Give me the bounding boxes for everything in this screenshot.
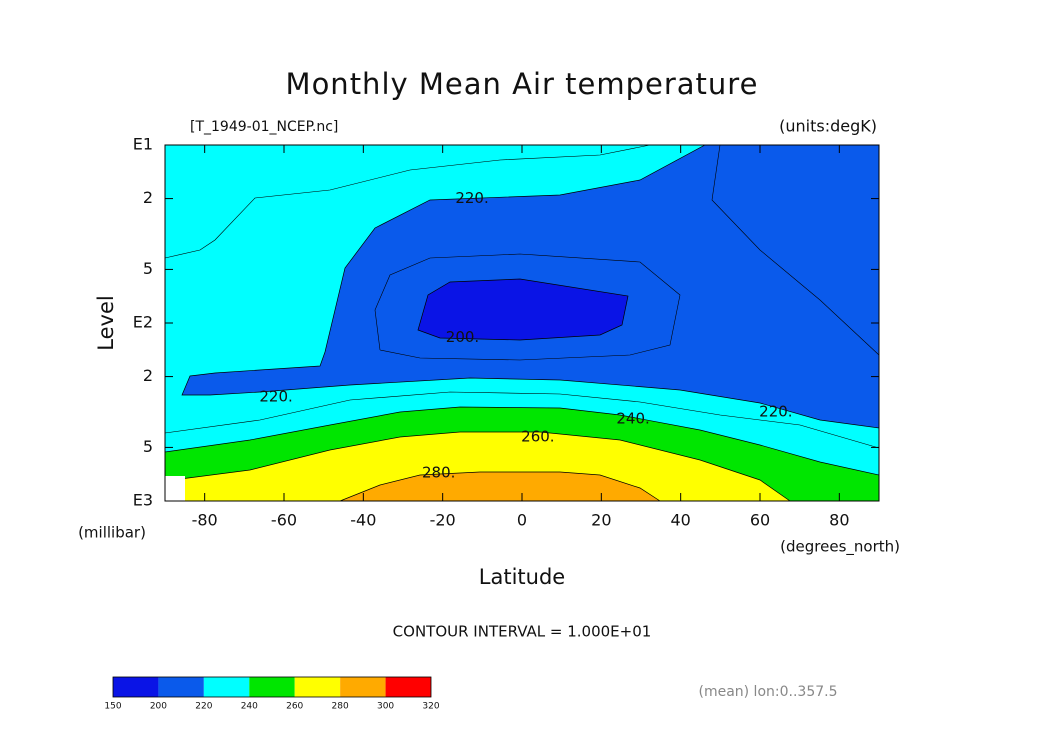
x-tick-label: 80	[829, 511, 849, 530]
colorbar-label: 220	[195, 702, 212, 712]
contour-label: 220.	[455, 189, 488, 207]
colorbar-swatch	[294, 677, 341, 697]
colorbar-label: 300	[377, 702, 394, 712]
y-tick-label: E1	[133, 135, 153, 154]
colorbar-swatch	[203, 677, 250, 697]
colorbar-swatch	[249, 677, 295, 697]
y-tick-label: 2	[143, 188, 153, 207]
contour-line	[164, 391, 880, 449]
units-label: (units:degK)	[779, 117, 877, 136]
contour-label: 260.	[521, 428, 554, 446]
y-tick-label: E3	[133, 491, 153, 510]
contour-label: 220.	[759, 402, 792, 420]
colorbar-label: 150	[104, 702, 121, 712]
colorbar-label: 240	[241, 702, 258, 712]
x-axis-title: Latitude	[479, 565, 565, 589]
colorbar-swatch	[158, 677, 204, 697]
contour-line	[711, 144, 880, 356]
y-axis-title: Level	[94, 295, 118, 350]
x-tick-label: 20	[591, 511, 611, 530]
file-label: [T_1949-01_NCEP.nc]	[190, 119, 338, 135]
contour-line	[164, 144, 651, 259]
y-tick-label: 5	[143, 259, 153, 278]
colorbar-swatch	[340, 677, 386, 697]
colorbar-label: 280	[332, 702, 349, 712]
colorbar-swatch	[385, 677, 431, 697]
colorbar-frame	[112, 676, 432, 698]
colorbar-label: 200	[150, 702, 167, 712]
x-tick-label: 60	[750, 511, 770, 530]
contour-label: 240.	[616, 409, 649, 427]
y-tick-label: E2	[133, 313, 153, 332]
x-tick-label: 0	[517, 511, 527, 530]
colorbar-swatch	[113, 677, 159, 697]
y-tick-label: 5	[143, 437, 153, 456]
x-tick-label: -60	[271, 511, 297, 530]
x-tick-label: -80	[192, 511, 218, 530]
missing-data	[165, 476, 185, 501]
x-tick-label: -20	[430, 511, 456, 530]
contour-label: 220.	[259, 388, 292, 406]
contour-fill	[417, 278, 629, 341]
colorbar-label: 320	[422, 702, 439, 712]
x-tick-label: -40	[350, 511, 376, 530]
y-tick-label: 2	[143, 366, 153, 385]
x-tick-label: 40	[670, 511, 690, 530]
contour-label: 200.	[446, 328, 479, 346]
contour-label: 280.	[422, 464, 455, 482]
x-units: (degrees_north)	[780, 538, 900, 557]
colorbar-label: 260	[286, 702, 303, 712]
contour-line	[374, 253, 681, 361]
chart-title: Monthly Mean Air temperature	[286, 67, 759, 101]
y-units: (millibar)	[78, 524, 146, 542]
footer-note: (mean) lon:0..357.5	[698, 684, 837, 700]
contour-interval: CONTOUR INTERVAL = 1.000E+01	[393, 623, 652, 641]
contour-fill	[339, 471, 662, 502]
